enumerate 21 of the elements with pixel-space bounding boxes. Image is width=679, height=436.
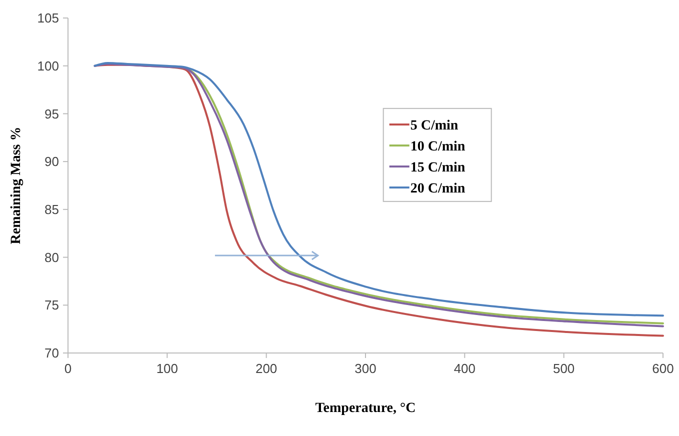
y-tick-label: 100 [37,58,59,74]
legend-label: 10 C/min [410,139,466,154]
x-tick-label: 400 [454,361,476,376]
y-tick-label: 95 [44,106,59,122]
y-tick-label: 90 [44,154,59,170]
y-tick-label: 105 [37,10,59,26]
x-tick-label: 0 [64,361,72,376]
y-tick-label: 70 [44,346,59,361]
y-axis-title: Remaining Mass % [9,126,24,244]
legend-label: 5 C/min [410,118,458,134]
legend-label: 20 C/min [410,181,466,196]
y-tick-label: 85 [44,202,59,217]
x-tick-label: 600 [652,361,674,376]
x-tick-label: 300 [354,361,376,376]
x-axis-title: Temperature, °C [315,401,416,416]
x-tick-label: 500 [552,361,575,376]
legend-label: 15 C/min [410,160,466,176]
y-tick-label: 80 [44,250,59,265]
x-tick-label: 100 [156,361,178,376]
x-tick-label: 200 [255,361,278,376]
y-tick-label: 75 [44,298,59,313]
